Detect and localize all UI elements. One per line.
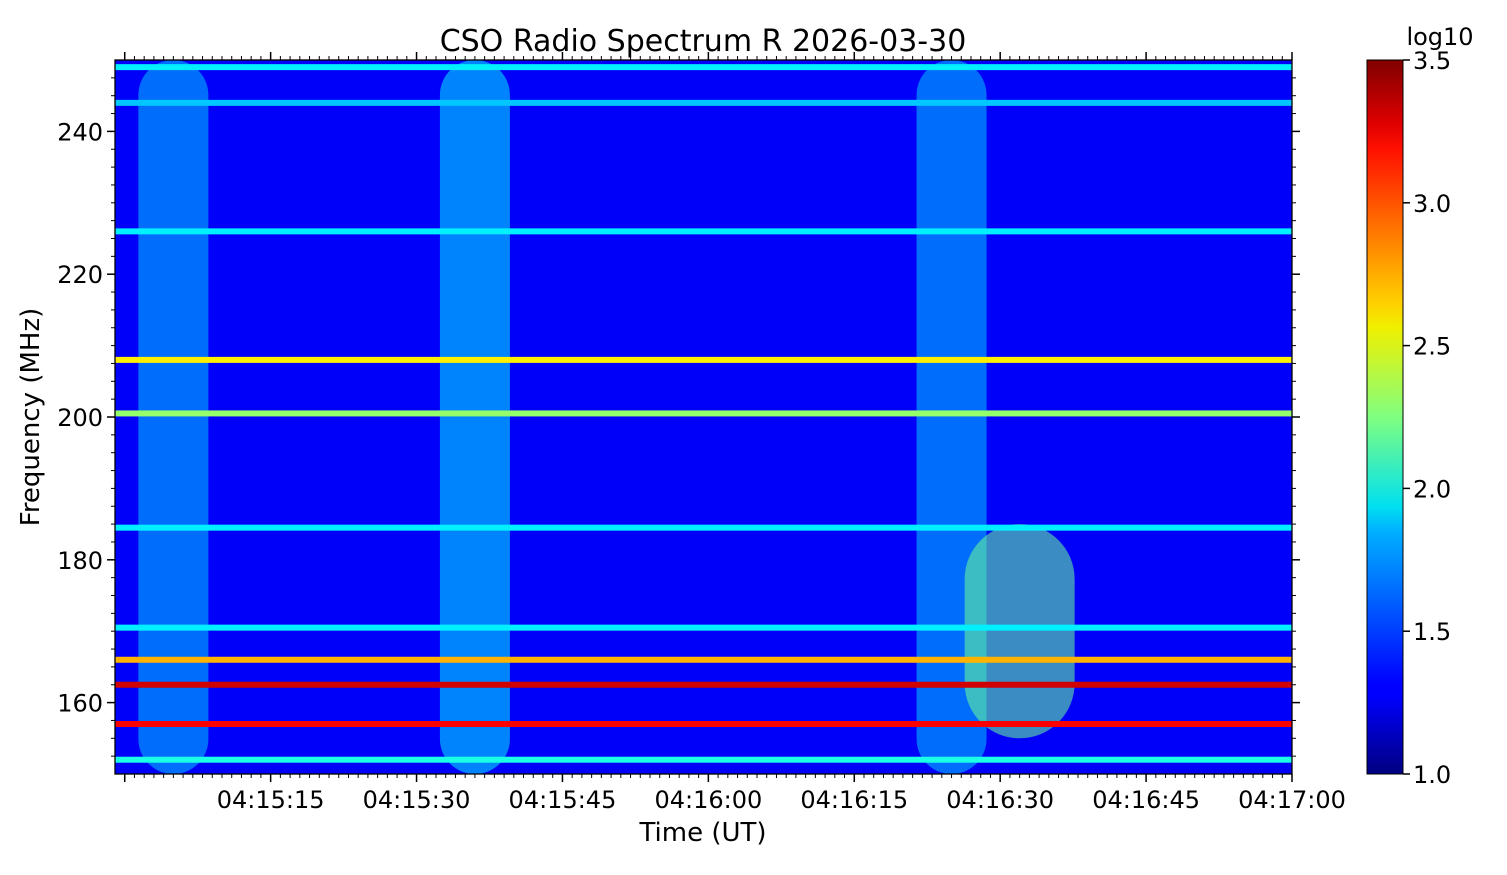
chart-title: CSO Radio Spectrum R 2026-03-30	[440, 24, 967, 59]
y-tick-label: 240	[57, 118, 103, 146]
x-tick-label: 04:15:15	[217, 786, 325, 814]
band-8	[115, 228, 1292, 235]
x-tick-label: 04:16:45	[1092, 786, 1200, 814]
emission-feature-1	[439, 60, 510, 774]
y-tick-label: 160	[57, 690, 103, 718]
spectrogram-plot: 04:15:15 04:15:30 04:15:45 04:16:00 04:16:15…	[57, 52, 1346, 814]
band-1	[115, 410, 1292, 417]
band-10	[115, 64, 1292, 71]
colorbar-tick-label: 3.5	[1413, 47, 1451, 75]
band-5	[115, 524, 1292, 531]
x-tick-label: 04:16:30	[946, 786, 1054, 814]
emission-feature-0	[138, 60, 209, 774]
y-tick-label: 200	[57, 404, 103, 432]
colorbar-tick-label: 3.0	[1413, 190, 1451, 218]
colorbar-tick-label: 2.5	[1413, 333, 1451, 361]
y-tick-label: 180	[57, 547, 103, 575]
band-4	[115, 721, 1292, 728]
x-tick-label: 04:16:00	[654, 786, 762, 814]
band-7	[115, 756, 1292, 763]
colorbar-label: log10	[1406, 23, 1473, 51]
colorbar-tick-label: 2.0	[1413, 475, 1451, 503]
colorbar-gradient	[1366, 59, 1404, 775]
band-0	[115, 356, 1292, 363]
spectrogram-background	[115, 60, 1292, 774]
band-3	[115, 681, 1292, 688]
band-6	[115, 624, 1292, 631]
colorbar-ticks: 1.0 1.5 2.0 2.5 3.0 3.5	[1403, 47, 1451, 789]
y-axis-label: Frequency (MHz)	[16, 308, 46, 527]
y-axis: 160 180 200 220 240	[57, 77, 1300, 757]
emission-feature-3	[964, 524, 1075, 739]
x-tick-label: 04:15:30	[363, 786, 471, 814]
x-tick-label: 04:17:00	[1238, 786, 1346, 814]
x-axis: 04:15:15 04:15:30 04:15:45 04:16:00 04:16:15…	[123, 52, 1346, 814]
colorbar: log10 1.0 1.5 2.0 2.5 3.0 3.5	[1366, 23, 1474, 789]
x-axis-label: Time (UT)	[638, 818, 766, 848]
colorbar-tick-label: 1.5	[1413, 618, 1451, 646]
band-9	[115, 99, 1292, 106]
colorbar-tick-label: 1.0	[1413, 761, 1451, 789]
x-tick-label: 04:16:15	[800, 786, 908, 814]
x-tick-label: 04:15:45	[509, 786, 617, 814]
band-2	[115, 656, 1292, 663]
y-tick-label: 220	[57, 261, 103, 289]
spectrogram-features	[115, 60, 1292, 774]
